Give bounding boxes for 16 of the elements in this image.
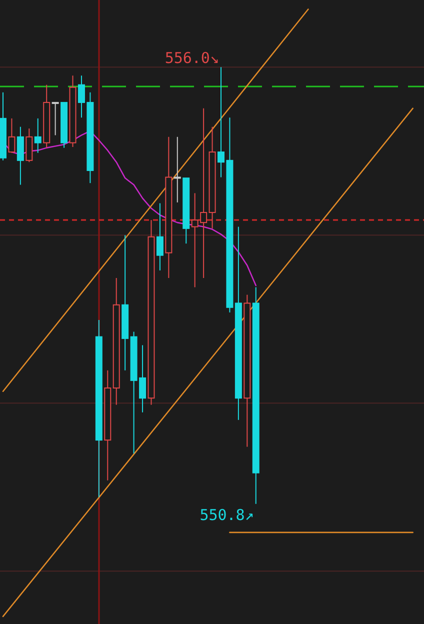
candlestick (16, 126, 24, 186)
candlestick (43, 84, 50, 148)
candlestick (122, 234, 129, 371)
candlestick (174, 136, 181, 203)
candlestick (208, 126, 216, 229)
annotation: 550.8↗ (200, 506, 254, 524)
candlestick (34, 118, 42, 154)
candlestick (234, 226, 242, 420)
candlestick (112, 277, 120, 406)
candlestick (104, 370, 112, 481)
candlestick (148, 220, 155, 406)
candlestick (252, 286, 260, 504)
candlestick (95, 319, 102, 498)
annotation: 556.0↘ (164, 49, 219, 68)
candlestick (156, 202, 164, 271)
candlestick (165, 136, 172, 278)
